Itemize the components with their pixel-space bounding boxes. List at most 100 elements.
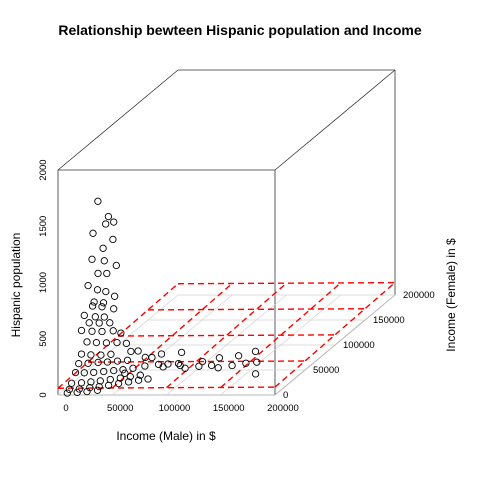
y-tick-label: 150000 [373, 315, 405, 326]
data-point [110, 305, 118, 313]
z-tick-label: 1500 [38, 216, 49, 237]
data-point [93, 386, 102, 394]
fit-plane-line [57, 283, 179, 389]
data-point [154, 360, 163, 369]
x-tick-label: 0 [63, 403, 68, 414]
data-point [242, 359, 250, 367]
y-axis-ticks: 0 50000 100000 150000 200000 [283, 290, 435, 401]
data-point [95, 382, 103, 391]
floor-grid-line [220, 294, 341, 396]
data-point [119, 366, 127, 374]
data-point [113, 338, 121, 347]
data-point [134, 347, 142, 355]
data-point [157, 350, 166, 358]
data-point [112, 261, 120, 270]
fit-plane-line [111, 282, 233, 389]
box-edge [274, 69, 396, 171]
x-tick-label: 50000 [107, 403, 133, 414]
data-point [99, 244, 107, 252]
y-tick-label: 50000 [313, 365, 339, 376]
fit-plane-line [177, 281, 396, 285]
data-point [73, 388, 81, 397]
data-point [85, 319, 93, 327]
data-point [87, 351, 95, 359]
data-point [129, 364, 137, 372]
data-point [126, 372, 134, 381]
data-point [94, 269, 102, 278]
data-point [195, 362, 203, 370]
y-axis-label: Income (Female) in $ [444, 238, 458, 352]
fit-plane-line [117, 334, 336, 337]
floor-grid [57, 294, 396, 396]
fit-plane-line [87, 360, 306, 363]
floor-grid-line [274, 294, 396, 396]
data-point [122, 339, 131, 348]
z-tick-label: 1000 [38, 272, 49, 293]
data-point [100, 257, 108, 265]
data-point [207, 361, 216, 370]
data-point [95, 319, 103, 327]
data-point [91, 313, 99, 321]
data-point [106, 319, 114, 327]
z-tick-label: 2000 [38, 159, 49, 180]
data-point [87, 378, 95, 386]
data-point [124, 378, 133, 386]
data-point [63, 389, 71, 397]
data-point [100, 313, 108, 321]
data-point [228, 361, 236, 370]
data-point [96, 377, 104, 385]
data-point [84, 359, 92, 367]
data-point [110, 218, 118, 226]
data-point [102, 339, 111, 347]
data-point [148, 353, 156, 362]
data-point [83, 387, 91, 396]
data-point [104, 212, 113, 221]
data-point [97, 351, 105, 359]
x-axis-label: Income (Male) in $ [116, 429, 216, 443]
data-point [109, 235, 117, 244]
data-point [106, 375, 114, 384]
data-point [77, 379, 86, 387]
data-point [110, 366, 118, 375]
data-point [215, 354, 224, 362]
data-point [253, 358, 261, 366]
fit-plane [57, 281, 396, 389]
data-point [234, 352, 243, 360]
data-point [92, 338, 101, 347]
data-point [104, 381, 113, 390]
fit-plane-line [57, 386, 276, 389]
data-point [177, 348, 186, 357]
data-point [121, 369, 129, 377]
data-point [107, 350, 115, 358]
data-point [77, 350, 86, 358]
y-tick-label: 200000 [403, 290, 435, 301]
data-point [144, 375, 152, 383]
data-point [88, 327, 96, 335]
data-point [83, 338, 91, 346]
box-edge [57, 69, 179, 171]
data-point [113, 357, 122, 365]
data-point [80, 369, 88, 377]
data-point [94, 197, 102, 205]
data-point [65, 385, 74, 394]
data-point [141, 362, 149, 370]
data-point [181, 364, 189, 372]
data-point [88, 302, 97, 310]
data-point [88, 255, 96, 263]
fit-plane-line [166, 282, 287, 389]
data-point [103, 269, 111, 278]
data-point [123, 356, 132, 364]
data-point [176, 361, 184, 370]
data-point [251, 347, 260, 356]
x-tick-label: 200000 [267, 403, 299, 414]
data-point [174, 359, 183, 368]
data-point [114, 379, 123, 388]
data-point [134, 376, 143, 384]
data-point [109, 327, 117, 335]
data-point [251, 370, 260, 378]
data-point [90, 298, 98, 306]
y-tick-label: 0 [283, 390, 288, 401]
data-point [102, 287, 110, 296]
data-point [198, 357, 207, 366]
data-point [99, 299, 108, 307]
